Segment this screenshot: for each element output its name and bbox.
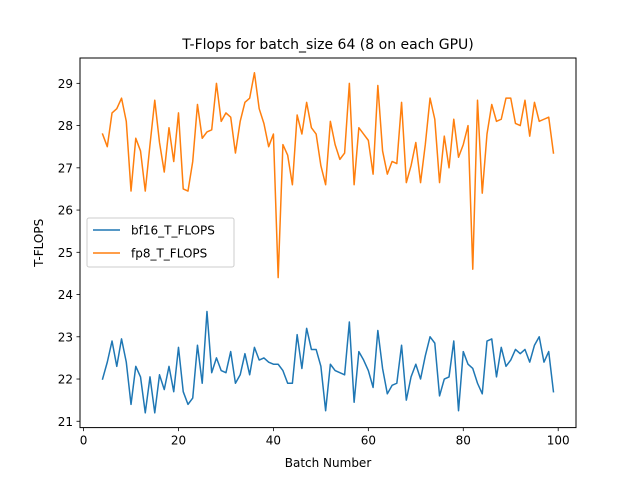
x-tick-label: 40: [266, 434, 281, 448]
y-tick-label: 21: [58, 415, 73, 429]
x-tick-label: 20: [171, 434, 186, 448]
axes-spines: [79, 57, 577, 429]
y-tick-label: 28: [58, 119, 73, 133]
series-layer: [101, 72, 555, 414]
x-axis-ticks: 0 20 40 60 80 100: [80, 427, 570, 448]
y-tick-label: 23: [58, 330, 73, 344]
x-tick-label: 80: [456, 434, 471, 448]
x-tick-label: 100: [547, 434, 570, 448]
legend: bf16_T_FLOPS fp8_T_FLOPS: [86, 217, 235, 268]
series-line-bf16_T_FLOPS: [101, 310, 555, 414]
y-axis-label: T-FLOPS: [32, 219, 46, 268]
y-tick-label: 25: [58, 246, 73, 260]
y-tick-label: 24: [58, 288, 73, 302]
y-axis-ticks: 21 22 23 24 25 26 27 28 29: [58, 77, 80, 429]
y-tick-label: 29: [58, 77, 73, 91]
y-tick-label: 27: [58, 161, 73, 175]
legend-label-bf16: bf16_T_FLOPS: [131, 224, 215, 238]
x-axis-label: Batch Number: [285, 456, 372, 470]
series-line-fp8_T_FLOPS: [101, 72, 555, 279]
legend-label-fp8: fp8_T_FLOPS: [131, 247, 207, 261]
x-tick-label: 60: [361, 434, 376, 448]
y-tick-label: 22: [58, 373, 73, 387]
legend-box: [86, 217, 235, 268]
chart-title: T-Flops for batch_size 64 (8 on each GPU…: [181, 37, 473, 53]
y-tick-label: 26: [58, 204, 73, 218]
x-tick-label: 0: [80, 434, 88, 448]
